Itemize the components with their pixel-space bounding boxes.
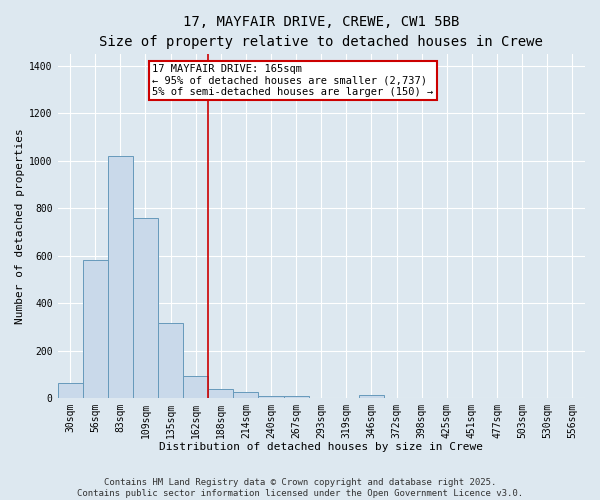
Bar: [359, 394, 384, 398]
Bar: [259, 396, 284, 398]
Y-axis label: Number of detached properties: Number of detached properties: [15, 128, 25, 324]
Bar: [158, 324, 183, 398]
Bar: [58, 383, 83, 398]
Text: 17 MAYFAIR DRIVE: 165sqm
← 95% of detached houses are smaller (2,737)
5% of semi: 17 MAYFAIR DRIVE: 165sqm ← 95% of detach…: [152, 64, 434, 98]
X-axis label: Distribution of detached houses by size in Crewe: Distribution of detached houses by size …: [159, 442, 483, 452]
Text: Contains HM Land Registry data © Crown copyright and database right 2025.
Contai: Contains HM Land Registry data © Crown c…: [77, 478, 523, 498]
Bar: [133, 218, 158, 398]
Bar: [83, 260, 108, 398]
Title: 17, MAYFAIR DRIVE, CREWE, CW1 5BB
Size of property relative to detached houses i: 17, MAYFAIR DRIVE, CREWE, CW1 5BB Size o…: [100, 15, 543, 48]
Bar: [233, 392, 259, 398]
Bar: [183, 376, 208, 398]
Bar: [208, 388, 233, 398]
Bar: [284, 396, 309, 398]
Bar: [108, 156, 133, 398]
